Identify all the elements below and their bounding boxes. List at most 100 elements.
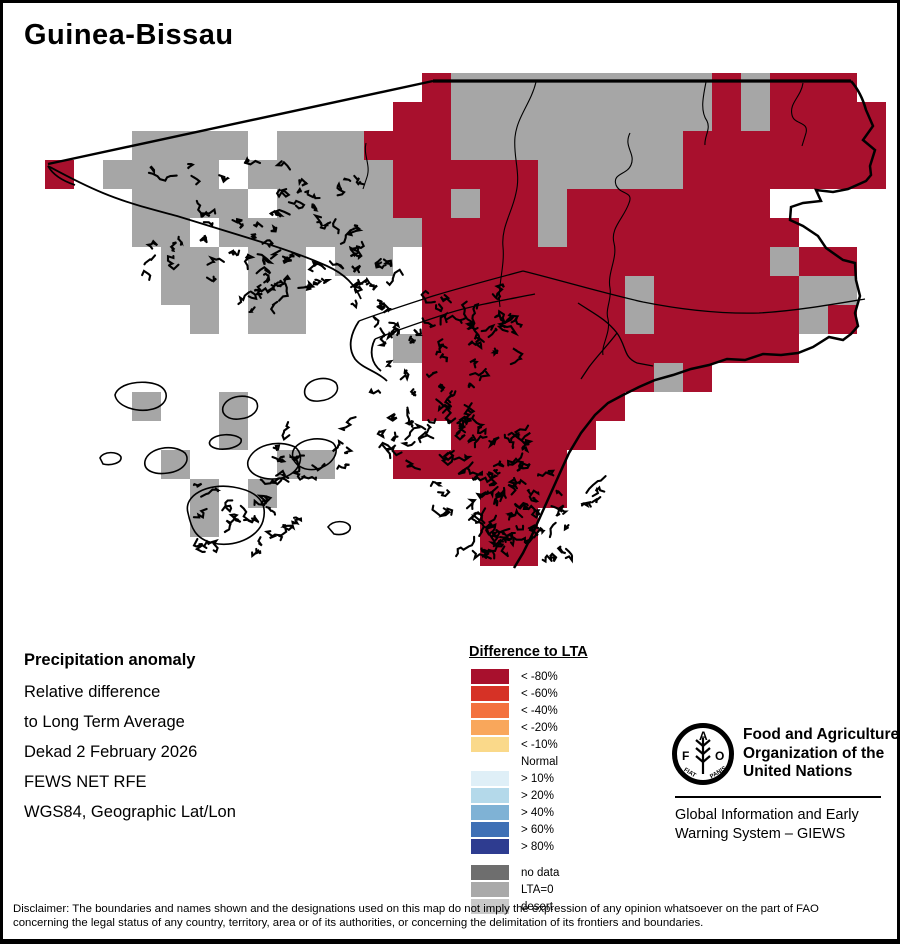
mangrove-squiggle: [513, 501, 529, 510]
mangrove-squiggle: [350, 281, 364, 290]
legend-label: no data: [521, 867, 560, 879]
map-cell: [799, 131, 828, 160]
map-cell: [480, 131, 509, 160]
map-cell: [741, 276, 770, 305]
mangrove-squiggle: [435, 343, 445, 356]
mangrove-squiggle: [434, 303, 444, 313]
map-cell: [538, 363, 567, 392]
mangrove-squiggle: [492, 460, 505, 468]
map-cell: [393, 102, 422, 131]
mangrove-squiggle: [319, 221, 332, 230]
mangrove-squiggle: [491, 292, 502, 301]
mangrove-squiggle: [199, 234, 208, 244]
mangrove-squiggle: [262, 495, 273, 506]
map-cell: [683, 276, 712, 305]
mangrove-squiggle: [497, 314, 520, 329]
mangrove-squiggle: [253, 220, 264, 228]
mangrove-squiggle: [300, 474, 318, 482]
map-cell: [799, 276, 828, 305]
legend-swatch: [471, 771, 509, 786]
mangrove-squiggle: [272, 444, 281, 452]
mangrove-squiggle: [337, 416, 357, 432]
mangrove-squiggle: [517, 461, 531, 470]
map-cell: [306, 189, 335, 218]
mangrove-squiggle: [218, 174, 230, 184]
mangrove-squiggle: [379, 327, 387, 340]
map-cell: [422, 363, 451, 392]
mangrove-squiggle: [516, 464, 524, 472]
map-cell: [683, 160, 712, 189]
map-cell: [335, 131, 364, 160]
map-cell: [567, 421, 596, 450]
mangrove-squiggle: [499, 486, 506, 503]
map-cell: [567, 276, 596, 305]
map-cell: [828, 160, 857, 189]
map-cell: [741, 73, 770, 102]
map-cell: [654, 334, 683, 363]
mangrove-squiggle: [231, 217, 245, 229]
mangrove-squiggle: [349, 240, 366, 253]
mangrove-squiggle: [228, 249, 241, 257]
mangrove-squiggle: [250, 516, 260, 524]
map-cell: [306, 450, 335, 479]
map-cell: [132, 160, 161, 189]
legend-label: < -40%: [521, 705, 558, 717]
map-cell: [741, 189, 770, 218]
map-cell: [741, 131, 770, 160]
mangrove-squiggle: [457, 461, 474, 476]
map-cell: [741, 218, 770, 247]
fao-org-line2: Organization of the: [743, 744, 885, 762]
map-cell: [480, 363, 509, 392]
map-cell: [393, 160, 422, 189]
legend-swatch: [471, 882, 509, 897]
map-cell: [741, 305, 770, 334]
map-cell: [538, 160, 567, 189]
mangrove-squiggle: [408, 335, 417, 345]
mangrove-squiggle: [483, 485, 499, 499]
mangrove-squiggle: [143, 254, 157, 266]
legend-swatch: [471, 720, 509, 735]
map-cell: [422, 247, 451, 276]
mangrove-squiggle: [195, 199, 204, 218]
map-cell: [538, 305, 567, 334]
legend-swatch: [471, 703, 509, 718]
map-cell: [422, 131, 451, 160]
map-cell: [654, 73, 683, 102]
mangrove-squiggle: [503, 433, 515, 450]
mangrove-squiggle: [192, 507, 208, 519]
mangrove-squiggle: [280, 523, 296, 532]
map-cell: [625, 189, 654, 218]
mangrove-squiggle: [495, 527, 511, 537]
map-cell: [741, 160, 770, 189]
mangrove-squiggle: [437, 383, 446, 393]
mangrove-squiggle: [487, 327, 498, 339]
mangrove-squiggle: [385, 268, 404, 287]
map-cell: [596, 189, 625, 218]
map-cell: [480, 73, 509, 102]
mangrove-squiggle: [484, 522, 493, 528]
map-cell: [828, 131, 857, 160]
map-cell: [480, 102, 509, 131]
mangrove-squiggle: [376, 337, 387, 347]
map-cell: [625, 218, 654, 247]
map-cell: [277, 305, 306, 334]
mangrove-squiggle: [528, 495, 540, 503]
mangrove-squiggle: [336, 463, 350, 470]
map-cell: [654, 276, 683, 305]
map-cell: [509, 276, 538, 305]
precipitation-anomaly-map: [45, 73, 886, 569]
mangrove-squiggle: [201, 207, 217, 218]
map-cell: [306, 160, 335, 189]
mangrove-squiggle: [203, 538, 219, 554]
mangrove-squiggle: [487, 539, 503, 552]
mangrove-squiggle: [492, 468, 501, 476]
mangrove-squiggle: [177, 235, 184, 247]
legend-label: < -80%: [521, 671, 558, 683]
map-cell: [509, 189, 538, 218]
legend-label: desert: [521, 901, 553, 913]
mangrove-squiggle: [447, 390, 457, 399]
legend-label: > 60%: [521, 824, 554, 836]
info-line-product: Precipitation anomaly: [24, 651, 196, 669]
map-cell: [509, 392, 538, 421]
mangrove-squiggle: [457, 424, 467, 434]
